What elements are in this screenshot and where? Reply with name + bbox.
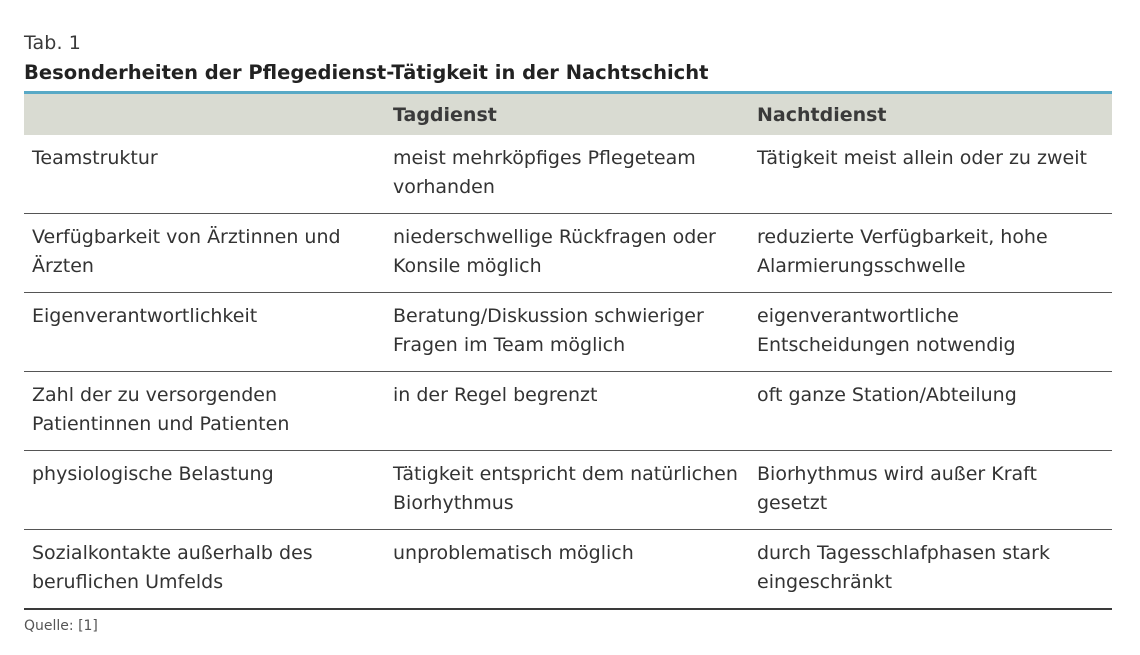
table-row: Sozialkontakte außerhalb des beruflichen… bbox=[24, 529, 1112, 610]
row-tagdienst: in der Regel begrenzt bbox=[385, 371, 749, 451]
table-row: Zahl der zu versorgenden Patientinnen un… bbox=[24, 371, 1112, 451]
row-nachtdienst: eigenverantwortliche Entscheidungen notw… bbox=[749, 292, 1112, 372]
row-aspect: physiologische Belastung bbox=[24, 450, 385, 530]
comparison-table-container: Tagdienst Nachtdienst Teamstruktur meist… bbox=[24, 91, 1112, 610]
table-title: Besonderheiten der Pflegedienst-Tätigkei… bbox=[24, 61, 709, 84]
row-tagdienst: niederschwellige Rückfragen oder Konsile… bbox=[385, 213, 749, 293]
row-nachtdienst: reduzierte Verfügbarkeit, hohe Alarmieru… bbox=[749, 213, 1112, 293]
header-tagdienst: Tagdienst bbox=[385, 91, 749, 135]
row-tagdienst: unproblematisch möglich bbox=[385, 529, 749, 610]
row-tagdienst: meist mehrköpfiges Pflegeteam vorhanden bbox=[385, 135, 749, 214]
row-nachtdienst: oft ganze Station/Abteilung bbox=[749, 371, 1112, 451]
source-note: Quelle: [1] bbox=[24, 618, 98, 634]
row-tagdienst: Beratung/Diskussion schwieriger Fragen i… bbox=[385, 292, 749, 372]
row-tagdienst: Tätigkeit entspricht dem natürlichen Bio… bbox=[385, 450, 749, 530]
table-row: physiologische Belastung Tätigkeit entsp… bbox=[24, 450, 1112, 530]
table-number: Tab. 1 bbox=[24, 32, 81, 54]
row-nachtdienst: Tätigkeit meist allein oder zu zweit bbox=[749, 135, 1112, 214]
row-aspect: Sozialkontakte außerhalb des beruflichen… bbox=[24, 529, 385, 610]
row-nachtdienst: Biorhythmus wird außer Kraft gesetzt bbox=[749, 450, 1112, 530]
table-header-row: Tagdienst Nachtdienst bbox=[24, 91, 1112, 135]
row-aspect: Zahl der zu versorgenden Patientinnen un… bbox=[24, 371, 385, 451]
table-row: Teamstruktur meist mehrköpfiges Pflegete… bbox=[24, 135, 1112, 214]
table-row: Eigenverantwortlichkeit Beratung/Diskuss… bbox=[24, 292, 1112, 372]
row-nachtdienst: durch Tagesschlafphasen stark eingeschrä… bbox=[749, 529, 1112, 610]
header-nachtdienst: Nachtdienst bbox=[749, 91, 1112, 135]
row-aspect: Verfügbarkeit von Ärztinnen und Ärzten bbox=[24, 213, 385, 293]
row-aspect: Eigenverantwortlichkeit bbox=[24, 292, 385, 372]
comparison-table: Tagdienst Nachtdienst Teamstruktur meist… bbox=[24, 91, 1112, 610]
row-aspect: Teamstruktur bbox=[24, 135, 385, 214]
table-row: Verfügbarkeit von Ärztinnen und Ärzten n… bbox=[24, 213, 1112, 293]
header-aspect bbox=[24, 91, 385, 135]
